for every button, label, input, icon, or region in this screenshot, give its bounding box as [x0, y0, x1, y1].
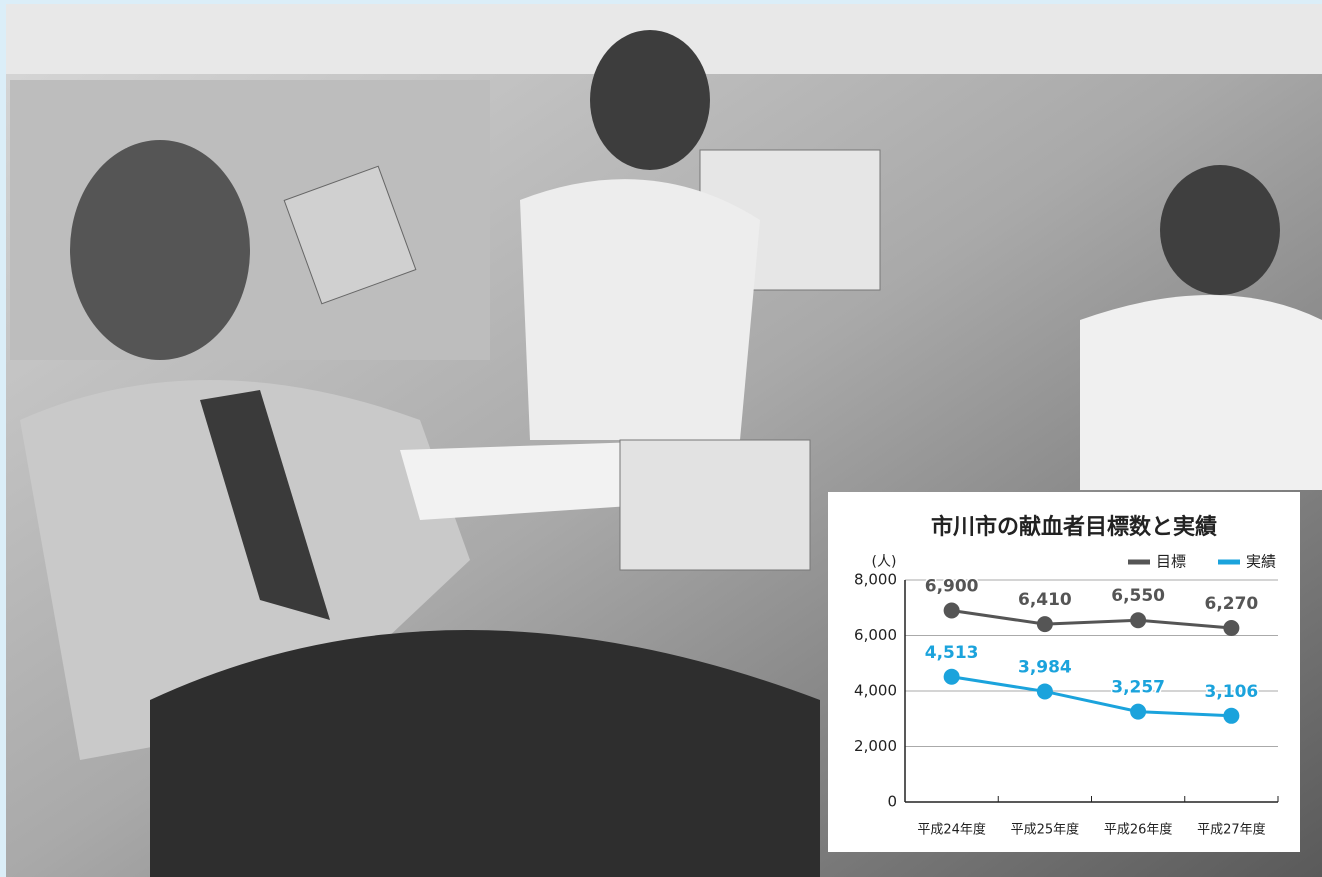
y-tick-label: 2,000	[854, 737, 897, 755]
y-tick-label: 6,000	[854, 626, 897, 644]
chart-panel	[828, 492, 1300, 852]
value-label: 4,513	[925, 643, 979, 663]
y-tick-label: 4,000	[854, 682, 897, 700]
series-line	[951, 675, 1232, 718]
x-tick-label: 平成25年度	[1011, 822, 1080, 838]
value-label: 3,984	[1018, 657, 1072, 677]
y-tick-label: 0	[887, 793, 897, 811]
data-point	[1130, 612, 1147, 629]
value-label: 6,550	[1111, 586, 1165, 606]
data-point	[943, 668, 960, 685]
data-point	[943, 602, 960, 619]
chart-title: 市川市の献血者目標数と実績	[931, 514, 1217, 540]
data-point	[1223, 620, 1240, 637]
value-label: 3,106	[1204, 682, 1258, 702]
value-label: 6,270	[1204, 594, 1258, 614]
data-point	[1130, 703, 1147, 720]
photo	[6, 4, 1322, 877]
x-tick-label: 平成24年度	[917, 822, 986, 838]
series-line	[951, 609, 1232, 630]
data-point	[1036, 616, 1053, 633]
legend-label: 実績	[1246, 553, 1276, 571]
chart: 市川市の献血者目標数と実績 (人)	[828, 492, 1300, 852]
legend-label: 目標	[1156, 553, 1186, 571]
data-point	[1036, 683, 1053, 700]
data-point	[1223, 707, 1240, 724]
x-tick-label: 平成26年度	[1104, 822, 1173, 838]
y-tick-label: 8,000	[854, 571, 897, 589]
x-tick-label: 平成27年度	[1197, 822, 1266, 838]
value-label: 6,410	[1018, 590, 1072, 610]
y-unit: (人)	[872, 554, 897, 570]
value-label: 6,900	[925, 577, 979, 597]
value-label: 3,257	[1111, 678, 1165, 698]
